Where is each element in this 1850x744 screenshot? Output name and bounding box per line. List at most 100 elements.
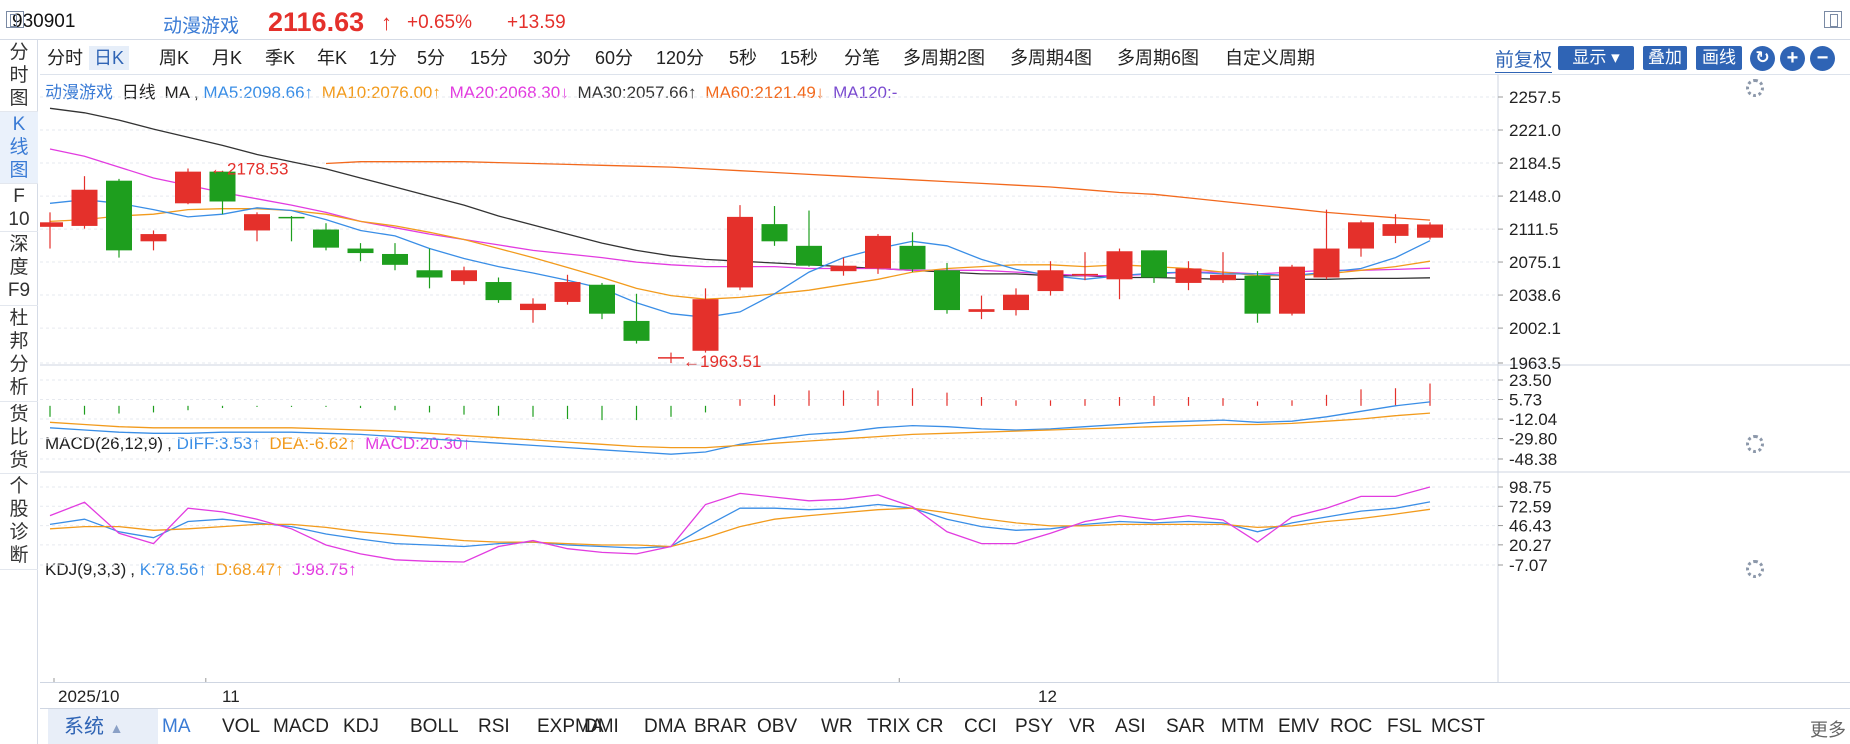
adjust-dropdown[interactable]: 前复权 (1495, 45, 1553, 73)
price-tick-label: 2257.5 (1509, 88, 1561, 107)
tab-30min[interactable]: 30分 (533, 48, 572, 68)
price-tick-label: 2221.0 (1509, 121, 1561, 140)
main-settings-gear-icon[interactable] (1746, 79, 1764, 97)
sidebar-item-compare[interactable]: 货比货 (0, 402, 38, 474)
price-tick-label: 2002.1 (1509, 319, 1561, 338)
candle-body (796, 245, 822, 266)
indicator-emv[interactable]: EMV (1278, 716, 1320, 737)
sidebar-item-label: 杜邦分析 (9, 308, 29, 398)
indicator-kdj[interactable]: KDJ (343, 716, 379, 737)
sidebar-item-timeshare[interactable]: 分时图 (0, 40, 38, 112)
indicator-vr[interactable]: VR (1069, 716, 1096, 737)
candle-body (830, 265, 857, 272)
tab-multi-4[interactable]: 多周期4图 (1010, 48, 1093, 68)
candle-body (244, 214, 270, 231)
panel-toggle-icon[interactable] (1824, 11, 1842, 28)
indicator-boll[interactable]: BOLL (410, 716, 459, 737)
date-axis: 2025/10 11 12 (40, 682, 1850, 708)
kdj-tick-label: 20.27 (1509, 536, 1552, 555)
display-button[interactable]: 显示 ▾ (1558, 46, 1634, 70)
tab-timeshare[interactable]: 分时 (47, 48, 83, 68)
candle-body (727, 216, 753, 288)
macd-title[interactable]: MACD(26,12,9) (45, 434, 164, 453)
tab-60min[interactable]: 60分 (595, 48, 634, 68)
system-indicator-button[interactable]: 系统 ▲ (48, 709, 158, 744)
sidebar-item-diagnosis[interactable]: 个股诊断 (0, 474, 38, 570)
zoom-in-icon[interactable]: + (1780, 46, 1805, 71)
candle-body (175, 171, 201, 204)
draw-line-button[interactable]: 画线 (1696, 46, 1742, 70)
tab-weekly-k[interactable]: 周K (159, 48, 190, 68)
kline-chart[interactable]: 2257.5 2221.0 2184.5 2148.0 2111.5 2075.1 2038… (40, 75, 1850, 682)
diff-line (49, 401, 1431, 455)
indicator-ma[interactable]: MA (162, 716, 191, 737)
dea-line (49, 412, 1431, 449)
tab-multi-6[interactable]: 多周期6图 (1117, 48, 1200, 68)
indicator-mtm[interactable]: MTM (1221, 716, 1265, 737)
indicator-vol[interactable]: VOL (222, 716, 261, 737)
sidebar-item-depth-f9[interactable]: 深度 F9 (0, 232, 38, 306)
price-tick-label: 2075.1 (1509, 253, 1561, 272)
legend-ma-label[interactable]: MA (164, 83, 190, 102)
tab-monthly-k[interactable]: 月K (212, 48, 243, 68)
indicator-dma[interactable]: DMA (644, 716, 687, 737)
indicator-mcst[interactable]: MCST (1431, 716, 1485, 737)
high-annotation: ←2178.53 (210, 159, 288, 178)
overlay-button[interactable]: 叠加 (1643, 46, 1687, 70)
tab-multi-2[interactable]: 多周期2图 (903, 48, 986, 68)
candle-body (347, 248, 374, 254)
tab-15sec[interactable]: 15秒 (780, 48, 819, 68)
candle-body (623, 320, 650, 341)
indicator-obv[interactable]: OBV (757, 716, 798, 737)
kdj-tick-label: 98.75 (1509, 478, 1552, 497)
left-panel-toggle-icon[interactable] (6, 11, 24, 28)
price-tick-label: 2184.5 (1509, 154, 1561, 173)
sidebar-item-f10[interactable]: F 10 (0, 184, 38, 232)
refresh-icon[interactable]: ↻ (1750, 46, 1775, 71)
macd-settings-gear-icon[interactable] (1746, 435, 1764, 453)
indicator-rsi[interactable]: RSI (478, 716, 510, 737)
indicator-psy[interactable]: PSY (1015, 716, 1054, 737)
indicator-roc[interactable]: ROC (1330, 716, 1373, 737)
stock-name[interactable]: 动漫游戏 (163, 16, 240, 37)
indicator-sar[interactable]: SAR (1166, 716, 1206, 737)
kdj-settings-gear-icon[interactable] (1746, 560, 1764, 578)
indicator-macd[interactable]: MACD (273, 716, 329, 737)
tab-daily-k[interactable]: 日K (89, 46, 130, 70)
indicator-expma[interactable]: EXPMA (537, 716, 604, 737)
tab-5sec[interactable]: 5秒 (729, 48, 758, 68)
tab-custom-period[interactable]: 自定义周期 (1225, 48, 1315, 68)
tab-quarterly-k[interactable]: 季K (265, 48, 296, 68)
tab-5min[interactable]: 5分 (417, 48, 446, 68)
change-amount: +13.59 (507, 12, 566, 33)
tab-tick[interactable]: 分笔 (844, 48, 880, 68)
indicator-brar[interactable]: BRAR (694, 716, 747, 737)
candle-body (1313, 248, 1340, 278)
candle-body (451, 270, 477, 282)
last-price: 2116.63 (268, 7, 365, 37)
indicator-dmi[interactable]: DMI (584, 716, 619, 737)
indicator-trix[interactable]: TRIX (867, 716, 911, 737)
candle-body (209, 171, 236, 202)
tab-1min[interactable]: 1分 (369, 48, 398, 68)
candle-body (968, 309, 995, 312)
tab-15min[interactable]: 15分 (470, 48, 509, 68)
price-tick-label: 1963.5 (1509, 354, 1561, 373)
date-label: 12 (1038, 687, 1057, 706)
candle-body (140, 234, 167, 242)
indicator-wr[interactable]: WR (821, 716, 853, 737)
legend-ma5: MA5:2098.66↑ (203, 83, 314, 102)
candle-body (382, 253, 408, 265)
indicator-cr[interactable]: CR (916, 716, 944, 737)
zoom-out-icon[interactable]: − (1810, 46, 1835, 71)
indicator-fsl[interactable]: FSL (1387, 716, 1422, 737)
tab-yearly-k[interactable]: 年K (317, 48, 348, 68)
price-tick-label: 2111.5 (1509, 220, 1558, 239)
more-indicators-link[interactable]: 更多 (1810, 720, 1846, 740)
indicator-cci[interactable]: CCI (964, 716, 997, 737)
tab-120min[interactable]: 120分 (656, 48, 705, 68)
sidebar-item-dupont[interactable]: 杜邦分析 (0, 306, 38, 402)
indicator-asi[interactable]: ASI (1115, 716, 1146, 737)
